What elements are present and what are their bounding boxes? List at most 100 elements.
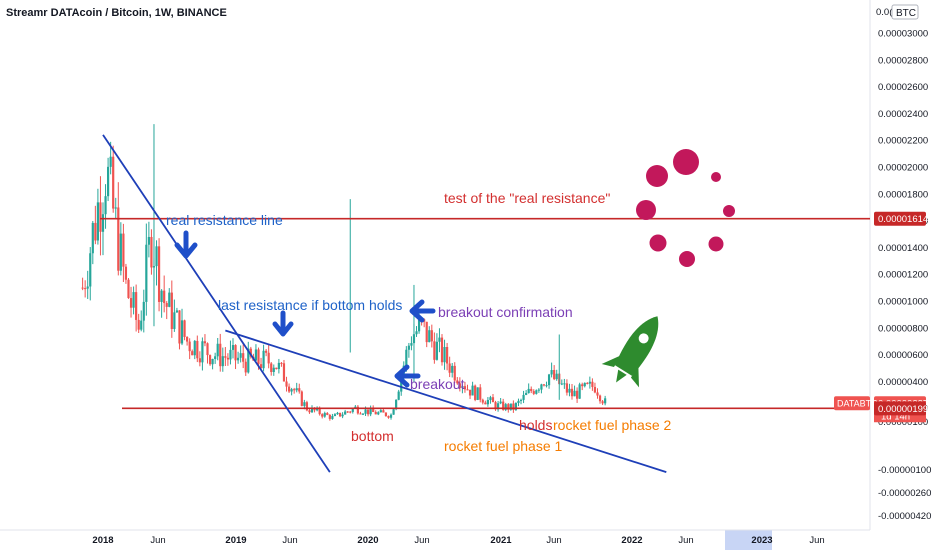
candle-body[interactable] (466, 389, 469, 391)
time-axis[interactable]: 2018 Jun 2019 Jun 2020 Jun 2021 Jun 2022 Jun 2023 J… (92, 535, 824, 546)
candle-body[interactable] (310, 407, 314, 413)
candle-body[interactable] (300, 391, 303, 406)
candle-body[interactable] (231, 345, 235, 350)
candle-body[interactable] (272, 367, 275, 373)
candle-body[interactable] (451, 365, 454, 373)
candle-body[interactable] (586, 382, 589, 384)
candle-body[interactable] (101, 214, 105, 232)
candle-body[interactable] (236, 357, 240, 361)
candle-body[interactable] (486, 400, 489, 405)
candle-body[interactable] (479, 387, 482, 400)
candle-body[interactable] (321, 414, 324, 417)
rocket-fuel-2-label[interactable]: rocket fuel phase 2 (553, 417, 672, 433)
candle-body[interactable] (364, 409, 367, 414)
candle-body[interactable] (198, 358, 201, 363)
candle-body[interactable] (254, 349, 258, 361)
candle-body[interactable] (341, 414, 344, 417)
candle-body[interactable] (180, 320, 184, 344)
candle-body[interactable] (527, 388, 530, 394)
candle-body[interactable] (183, 320, 186, 337)
candle-body[interactable] (598, 395, 602, 402)
candle-body[interactable] (211, 358, 214, 365)
candle-body[interactable] (395, 399, 398, 410)
candle-body[interactable] (430, 330, 433, 342)
last-resistance-label[interactable]: last resistance if bottom holds (218, 297, 402, 313)
arrow-down-icon[interactable] (174, 230, 198, 259)
breakout-label[interactable]: breakout (410, 376, 465, 392)
candle-body[interactable] (129, 298, 133, 308)
candle-body[interactable] (555, 373, 558, 380)
candle-body[interactable] (407, 345, 410, 350)
candle-body[interactable] (581, 384, 584, 387)
candle-body[interactable] (208, 355, 212, 365)
candle-body[interactable] (96, 202, 100, 241)
candle-body[interactable] (206, 343, 209, 356)
candle-body[interactable] (285, 381, 288, 387)
candle-body[interactable] (234, 345, 237, 361)
candle-body[interactable] (366, 409, 370, 415)
candle-body[interactable] (226, 357, 229, 360)
candle-body[interactable] (178, 310, 181, 344)
candle-body[interactable] (331, 416, 334, 419)
candle-body[interactable] (458, 383, 461, 388)
candle-body[interactable] (99, 202, 102, 232)
candle-body[interactable] (583, 382, 586, 387)
candle-body[interactable] (517, 400, 520, 404)
candle-body[interactable] (489, 397, 492, 401)
candle-body[interactable] (535, 390, 538, 394)
candle-body[interactable] (303, 402, 306, 406)
candle-body[interactable] (369, 408, 372, 415)
candle-body[interactable] (119, 233, 122, 271)
candle-body[interactable] (593, 386, 597, 393)
candle-body[interactable] (547, 374, 551, 386)
candle-body[interactable] (109, 156, 112, 167)
candle-body[interactable] (318, 408, 321, 415)
candle-body[interactable] (433, 341, 436, 360)
candle-body[interactable] (578, 384, 581, 399)
candle-body[interactable] (282, 363, 286, 382)
candle-body[interactable] (216, 343, 219, 357)
candle-body[interactable] (81, 287, 84, 289)
candle-body[interactable] (170, 292, 173, 329)
candle-body[interactable] (530, 388, 533, 392)
candle-body[interactable] (188, 341, 191, 352)
candle-body[interactable] (471, 385, 474, 396)
candle-body[interactable] (359, 413, 362, 415)
candle-body[interactable] (316, 408, 319, 411)
candle-body[interactable] (193, 340, 196, 356)
candle-body[interactable] (249, 348, 252, 357)
candle-body[interactable] (504, 404, 507, 410)
candle-body[interactable] (117, 207, 120, 271)
real-resistance-label[interactable]: real resistance line (166, 212, 283, 228)
candle-body[interactable] (173, 312, 176, 329)
candle-body[interactable] (540, 384, 543, 390)
candle-body[interactable] (298, 388, 301, 392)
candle-body[interactable] (453, 365, 456, 381)
candle-body[interactable] (428, 330, 431, 343)
candle-body[interactable] (415, 331, 418, 335)
candle-body[interactable] (275, 367, 278, 370)
breakout-confirmation-label[interactable]: breakout confirmation (438, 304, 573, 320)
candle-body[interactable] (229, 349, 232, 360)
candle-body[interactable] (553, 370, 556, 380)
arrow-down-icon[interactable] (272, 310, 294, 337)
candle-body[interactable] (448, 363, 451, 373)
candle-body[interactable] (604, 398, 607, 404)
candle-body[interactable] (349, 411, 352, 413)
candle-body[interactable] (573, 390, 576, 397)
candle-body[interactable] (494, 402, 497, 410)
candle-body[interactable] (244, 361, 247, 373)
candle-body[interactable] (601, 401, 604, 404)
candle-body[interactable] (221, 356, 224, 367)
candle-body[interactable] (509, 403, 512, 410)
candle-body[interactable] (384, 412, 388, 417)
candle-body[interactable] (468, 389, 472, 396)
candle-body[interactable] (361, 413, 365, 415)
candle-body[interactable] (196, 340, 199, 359)
candle-body[interactable] (382, 410, 385, 413)
candle-body[interactable] (160, 290, 163, 302)
candle-body[interactable] (328, 414, 331, 419)
candle-body[interactable] (265, 350, 268, 353)
price-tag[interactable] (874, 211, 926, 226)
